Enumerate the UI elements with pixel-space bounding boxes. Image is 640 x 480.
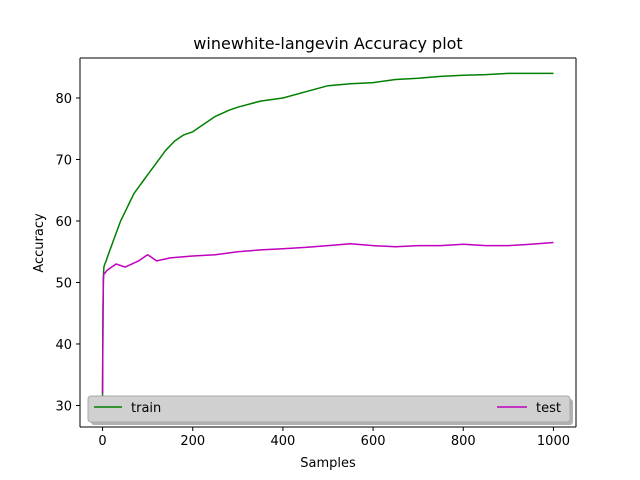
- x-tick-label: 800: [451, 434, 476, 449]
- legend: train test: [87, 395, 573, 425]
- y-tick-label: 80: [55, 92, 72, 107]
- series-line-test: [101, 241, 554, 394]
- x-tick-label: 0: [98, 434, 106, 449]
- plot-area: [80, 58, 576, 427]
- y-tick-label: 30: [55, 399, 72, 414]
- y-axis-ticks: 30 40 50 60 70 80: [55, 92, 80, 414]
- x-axis-label: Samples: [300, 456, 356, 471]
- y-tick-label: 60: [55, 215, 72, 230]
- chart-title: winewhite-langevin Accuracy plot: [193, 34, 462, 53]
- legend-box: [87, 395, 571, 423]
- x-tick-label: 600: [361, 434, 386, 449]
- x-tick-label: 200: [180, 434, 205, 449]
- x-axis-ticks: 0 200 400 600 800 1000: [98, 427, 570, 449]
- series-line-train: [101, 72, 554, 406]
- y-tick-label: 40: [55, 338, 72, 353]
- y-axis-label: Accuracy: [32, 213, 47, 273]
- x-tick-label: 400: [270, 434, 295, 449]
- x-tick-label: 1000: [537, 434, 570, 449]
- y-tick-label: 70: [55, 153, 72, 168]
- legend-label-test: test: [536, 401, 561, 416]
- series-layer: [101, 72, 554, 406]
- y-tick-label: 50: [55, 276, 72, 291]
- legend-label-train: train: [131, 401, 161, 416]
